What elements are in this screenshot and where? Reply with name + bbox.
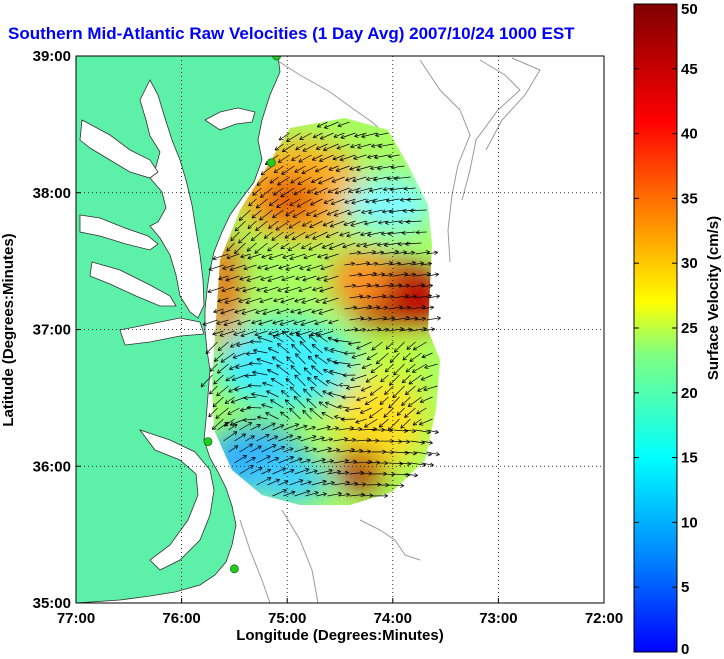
y-axis-label: Latitude (Degrees:Minutes) <box>0 233 17 426</box>
radar-sites <box>203 52 282 574</box>
colorbar-tick-label: 5 <box>681 579 689 596</box>
assateague-site[interactable] <box>266 158 276 168</box>
x-tick-label: 75:00 <box>268 610 306 627</box>
map-panel[interactable] <box>76 52 604 603</box>
colorbar-tick-label: 15 <box>681 450 698 467</box>
y-tick-label: 39:00 <box>33 48 71 65</box>
x-tick-label: 73:00 <box>479 610 517 627</box>
x-tick-label: 76:00 <box>162 610 200 627</box>
colorbar-tick-label: 0 <box>681 641 689 658</box>
y-tick-label: 38:00 <box>33 185 71 202</box>
x-tick-label: 77:00 <box>57 610 95 627</box>
duck-site[interactable] <box>203 437 213 447</box>
grid-lines <box>76 56 604 603</box>
colorbar-tick-label: 45 <box>681 61 698 78</box>
colorbar-tick-label: 30 <box>681 255 698 272</box>
y-tick-label: 35:00 <box>33 595 71 612</box>
colorbar-gradient <box>633 3 678 653</box>
north-site[interactable] <box>272 52 282 61</box>
colorbar-tick-label: 10 <box>681 514 698 531</box>
x-tick-label: 72:00 <box>585 610 623 627</box>
y-tick-label: 36:00 <box>33 458 71 475</box>
colorbar-tick-label: 40 <box>681 126 698 143</box>
chesapeake-bay <box>79 79 256 571</box>
colorbar-tick-label: 20 <box>681 385 698 402</box>
y-axis-ticks: 39:00 38:00 37:00 36:00 35:00 <box>33 48 81 612</box>
x-axis-ticks: 77:00 76:00 75:00 74:00 73:00 72:00 <box>57 598 623 627</box>
y-tick-label: 37:00 <box>33 322 71 339</box>
colorbar-label: Surface Velocity (cm/s) <box>705 216 722 380</box>
x-tick-label: 74:00 <box>374 610 412 627</box>
x-axis-label: Longitude (Degrees:Minutes) <box>236 627 444 644</box>
hatteras-site[interactable] <box>229 564 239 574</box>
colorbar-tick-label: 50 <box>681 1 698 18</box>
map-title: Southern Mid-Atlantic Raw Velocities (1 … <box>8 24 575 43</box>
colorbar-tick-label: 25 <box>681 320 698 337</box>
colorbar-tick-label: 35 <box>681 190 698 207</box>
